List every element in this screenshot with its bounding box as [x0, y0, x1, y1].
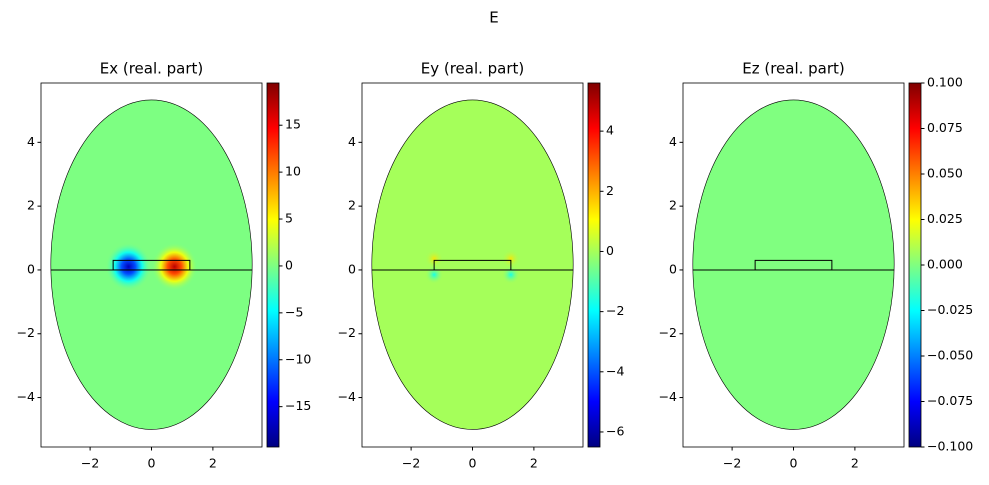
- waveguide-outline: [112, 259, 191, 271]
- y-tick-label: 2: [27, 198, 35, 213]
- y-tick-label: 0: [27, 261, 35, 276]
- colorbar: [587, 82, 601, 448]
- field-lobe: [105, 242, 152, 291]
- domain-outline: [692, 99, 895, 430]
- y-tick-label: −4: [338, 389, 356, 404]
- domain-outline: [371, 99, 574, 430]
- colorbar-tick-label: −0.050: [927, 348, 973, 363]
- colorbar-tick-label: −2: [606, 303, 624, 318]
- colorbar-tick-label: 15: [285, 117, 301, 132]
- colorbar-tick-label: 4: [606, 123, 614, 138]
- colorbar-tick-label: 0.075: [927, 120, 963, 135]
- colorbar-tick-label: 10: [285, 164, 301, 179]
- x-tick-label: −2: [402, 456, 420, 471]
- field-lobe: [424, 249, 444, 268]
- panel-title: Ex (real. part): [100, 60, 204, 78]
- colorbar-tick-label: 5: [285, 211, 293, 226]
- field: [50, 99, 253, 430]
- y-tick-label: 4: [27, 134, 35, 149]
- x-tick-label: 0: [148, 456, 156, 471]
- colorbar-tick-label: 0.050: [927, 166, 963, 181]
- y-tick-label: −4: [659, 389, 677, 404]
- field-lobe: [501, 249, 521, 268]
- x-tick-label: 2: [209, 456, 217, 471]
- y-tick-label: 4: [669, 134, 677, 149]
- y-tick-label: −2: [338, 325, 356, 340]
- y-tick-label: 0: [348, 261, 356, 276]
- field: [692, 99, 895, 430]
- figure-title: E: [489, 9, 498, 27]
- colorbar: [266, 82, 280, 448]
- y-tick-label: 0: [669, 261, 677, 276]
- colorbar-tick-label: 2: [606, 183, 614, 198]
- domain-outline: [50, 99, 253, 430]
- colorbar-tick-label: 0.100: [927, 75, 963, 90]
- waveguide-outline: [433, 259, 512, 271]
- y-tick-label: 2: [669, 198, 677, 213]
- colorbar-tick-label: 0: [606, 243, 614, 258]
- waveguide-outline: [754, 259, 833, 271]
- y-tick-label: 4: [348, 134, 356, 149]
- colorbar: [908, 82, 922, 448]
- y-tick-label: −2: [659, 325, 677, 340]
- colorbar-tick-label: −5: [285, 304, 303, 319]
- field-background: [692, 99, 895, 430]
- y-tick-label: 2: [348, 198, 356, 213]
- colorbar-tick-label: 0.025: [927, 211, 963, 226]
- y-tick-label: −2: [17, 325, 35, 340]
- x-tick-label: −2: [81, 456, 99, 471]
- x-tick-label: 2: [851, 456, 859, 471]
- colorbar-tick-label: 0.000: [927, 257, 963, 272]
- colorbar-tick-label: −15: [285, 398, 311, 413]
- colorbar-tick-label: −4: [606, 363, 624, 378]
- panel-title: Ez (real. part): [742, 60, 845, 78]
- panel-title: Ey (real. part): [421, 60, 525, 78]
- colorbar-tick-label: −10: [285, 351, 311, 366]
- field-background: [371, 99, 574, 430]
- colorbar-tick-label: 0: [285, 257, 293, 272]
- colorbar-tick-label: −0.025: [927, 302, 973, 317]
- x-tick-label: 2: [530, 456, 538, 471]
- field-background: [50, 99, 253, 430]
- colorbar-tick-label: −6: [606, 423, 624, 438]
- colorbar-tick-label: −0.075: [927, 393, 973, 408]
- x-tick-label: 0: [469, 456, 477, 471]
- colorbar-tick-label: −0.100: [927, 439, 973, 454]
- field: [371, 99, 574, 430]
- y-tick-label: −4: [17, 389, 35, 404]
- field-lobe: [151, 242, 198, 291]
- x-tick-label: 0: [790, 456, 798, 471]
- x-tick-label: −2: [723, 456, 741, 471]
